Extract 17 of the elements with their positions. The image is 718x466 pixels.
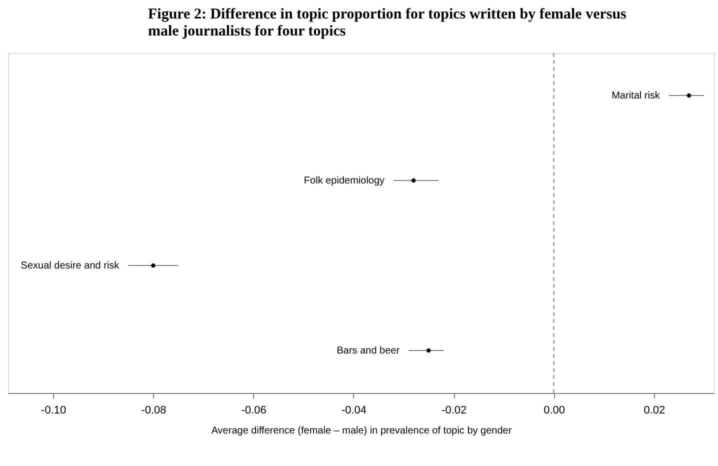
point: [151, 263, 156, 268]
y-tick-label: Bars and beer: [336, 346, 400, 356]
x-axis-title: Average difference (female – male) in prevalence of topic by gender: [211, 426, 512, 436]
x-tick-label: 0.00: [544, 404, 565, 416]
point: [426, 348, 431, 353]
x-tick-label: -0.04: [341, 404, 367, 416]
chart-title: Figure 2: Difference in topic proportion for topics written by female versus male journalists for four topics: [148, 6, 627, 40]
x-tick-label: -0.02: [442, 404, 467, 416]
point: [686, 93, 692, 98]
y-tick-label: Marital risk: [612, 90, 661, 102]
point: [411, 178, 416, 183]
x-tick-label: -0.08: [141, 404, 166, 416]
x-tick-label: -0.10: [41, 404, 66, 416]
y-tick-label: Folk epidemiology: [304, 176, 385, 186]
y-tick-label: Sexual desire and risk: [20, 260, 120, 272]
x-tick-label: -0.06: [241, 404, 266, 416]
x-tick-label: 0.02: [644, 404, 666, 416]
